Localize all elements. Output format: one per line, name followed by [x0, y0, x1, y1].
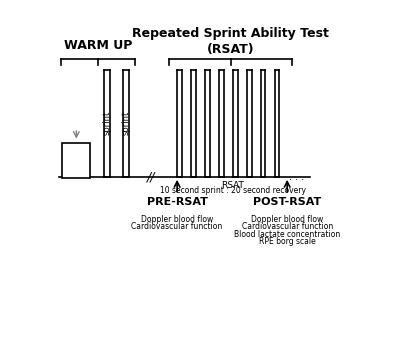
Text: Cardiovascular function: Cardiovascular function: [242, 222, 333, 231]
Bar: [62, 143, 90, 178]
Text: WARM UP: WARM UP: [64, 39, 132, 52]
Text: . . .: . . .: [289, 172, 304, 182]
Text: sprint: sprint: [122, 111, 130, 135]
Text: sprint: sprint: [103, 111, 112, 135]
Text: RSAT: RSAT: [222, 181, 244, 190]
Text: POST-RSAT: POST-RSAT: [253, 197, 321, 207]
Text: 10 second sprint : 20 second recovery: 10 second sprint : 20 second recovery: [160, 186, 306, 195]
Text: Repeated Sprint Ability Test
(RSAT): Repeated Sprint Ability Test (RSAT): [132, 27, 329, 56]
Text: RPE borg scale: RPE borg scale: [259, 237, 316, 246]
Text: PRE-RSAT: PRE-RSAT: [147, 197, 208, 207]
Text: Blood lactate concentration: Blood lactate concentration: [234, 230, 340, 239]
Text: Cardiovascular function: Cardiovascular function: [132, 222, 223, 231]
Text: Doppler blood flow: Doppler blood flow: [251, 215, 323, 224]
Text: //: //: [146, 170, 155, 184]
Text: Doppler blood flow: Doppler blood flow: [141, 215, 213, 224]
